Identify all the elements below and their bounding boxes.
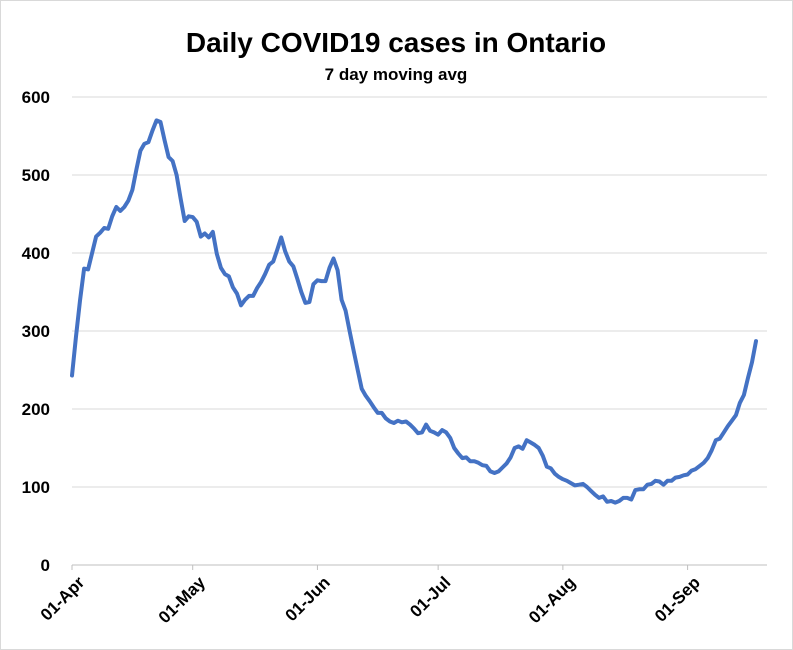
y-tick-label: 300	[22, 322, 50, 341]
x-tick-label: 01-Jun	[282, 573, 334, 625]
y-tick-label: 0	[41, 556, 50, 575]
y-axis-ticks: 0 100 200 300 400 500 600	[22, 88, 50, 575]
gridlines	[72, 96, 767, 488]
series-line	[70, 118, 758, 505]
x-axis-ticks: 01-Apr 01-May 01-Jun 01-Jul 01-Aug 01-Sep	[37, 565, 704, 627]
y-tick-label: 600	[22, 88, 50, 107]
x-tick-label: 01-Sep	[651, 573, 704, 626]
y-tick-label: 500	[22, 166, 50, 185]
y-tick-label: 100	[22, 478, 50, 497]
y-tick-label: 400	[22, 244, 50, 263]
chart-title: Daily COVID19 cases in Ontario	[186, 27, 606, 58]
chart-subtitle: 7 day moving avg	[325, 65, 468, 84]
x-tick-label: 01-Apr	[37, 573, 89, 625]
x-tick-label: 01-May	[155, 572, 210, 627]
y-tick-label: 200	[22, 400, 50, 419]
x-tick-label: 01-Jul	[406, 573, 454, 621]
x-tick-label: 01-Aug	[525, 573, 579, 627]
